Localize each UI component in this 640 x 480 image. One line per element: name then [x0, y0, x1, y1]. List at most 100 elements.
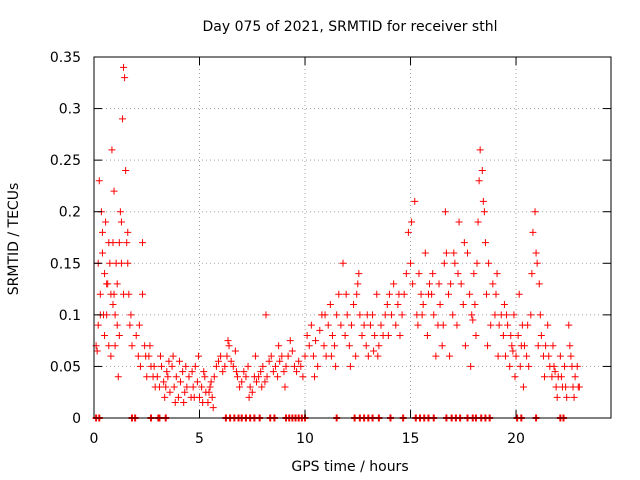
data-point	[161, 393, 169, 401]
data-point	[105, 342, 113, 350]
data-point	[457, 280, 465, 288]
data-point	[156, 352, 164, 360]
data-point	[244, 362, 252, 370]
data-point	[236, 383, 244, 391]
data-point	[326, 301, 334, 309]
data-point	[122, 166, 130, 174]
data-point	[337, 321, 345, 329]
data-point	[373, 290, 381, 298]
data-point	[429, 270, 437, 278]
data-point	[352, 352, 360, 360]
data-point	[346, 362, 354, 370]
data-point	[501, 352, 509, 360]
data-point	[98, 249, 106, 257]
chart-title: Day 075 of 2021, SRMTID for receiver sth…	[203, 19, 498, 35]
data-point	[509, 347, 517, 355]
data-point	[363, 311, 371, 319]
data-point	[282, 362, 290, 370]
x-tick-label: 5	[195, 431, 204, 447]
y-tick-label: 0.35	[50, 50, 81, 66]
data-point	[281, 383, 289, 391]
data-point	[180, 399, 188, 407]
data-point	[461, 342, 469, 350]
data-point	[139, 239, 147, 247]
data-point	[275, 342, 283, 350]
data-point	[284, 352, 292, 360]
data-point	[438, 342, 446, 350]
data-point	[224, 337, 232, 345]
data-point	[263, 373, 271, 381]
data-point	[451, 259, 459, 267]
data-point	[116, 208, 124, 216]
data-point	[96, 290, 104, 298]
data-point	[251, 352, 259, 360]
data-point	[153, 373, 161, 381]
data-point	[252, 378, 260, 386]
data-point	[514, 331, 522, 339]
data-point	[409, 280, 417, 288]
data-point	[225, 342, 233, 350]
data-point	[524, 321, 532, 329]
data-point	[571, 373, 579, 381]
data-point	[529, 228, 537, 236]
data-point	[335, 290, 343, 298]
data-point	[390, 280, 398, 288]
data-point	[109, 301, 117, 309]
x-tick-label: 0	[90, 431, 99, 447]
y-tick-label: 0.15	[50, 256, 81, 272]
y-tick-label: 0	[72, 411, 81, 427]
data-point	[472, 331, 480, 339]
data-point	[258, 383, 266, 391]
data-point	[519, 383, 527, 391]
data-point	[232, 368, 240, 376]
data-point	[432, 352, 440, 360]
data-point	[114, 373, 122, 381]
data-point	[240, 368, 248, 376]
data-point	[557, 373, 565, 381]
y-tick-label: 0.05	[50, 359, 81, 375]
data-point	[121, 74, 129, 82]
data-point	[185, 373, 193, 381]
data-point	[473, 259, 481, 267]
data-point	[436, 301, 444, 309]
data-point	[550, 362, 558, 370]
data-point	[132, 331, 140, 339]
data-point	[245, 393, 253, 401]
x-tick-label: 20	[507, 431, 525, 447]
y-tick-label: 0.25	[50, 153, 81, 169]
data-point	[113, 280, 121, 288]
data-point	[484, 342, 492, 350]
data-point	[574, 383, 582, 391]
data-point	[194, 352, 202, 360]
data-point	[366, 321, 374, 329]
data-point	[459, 301, 467, 309]
data-point	[511, 373, 519, 381]
data-point	[402, 270, 410, 278]
data-point	[528, 270, 536, 278]
data-point	[384, 331, 392, 339]
data-point	[377, 321, 385, 329]
data-point	[181, 388, 189, 396]
data-point	[435, 280, 443, 288]
data-point	[460, 239, 468, 247]
data-point	[94, 321, 102, 329]
data-point	[563, 393, 571, 401]
data-point	[552, 383, 560, 391]
data-point	[118, 115, 126, 123]
data-point	[124, 228, 132, 236]
data-point	[177, 378, 185, 386]
data-point	[198, 383, 206, 391]
data-point	[212, 362, 220, 370]
data-point	[570, 393, 578, 401]
data-point	[454, 270, 462, 278]
x-tick-label: 10	[296, 431, 314, 447]
data-point	[312, 337, 320, 345]
data-point	[531, 208, 539, 216]
data-point	[523, 352, 531, 360]
data-point	[475, 177, 483, 185]
data-point	[200, 368, 208, 376]
data-point	[381, 311, 389, 319]
data-point	[487, 321, 495, 329]
data-point	[398, 311, 406, 319]
data-point	[255, 373, 263, 381]
